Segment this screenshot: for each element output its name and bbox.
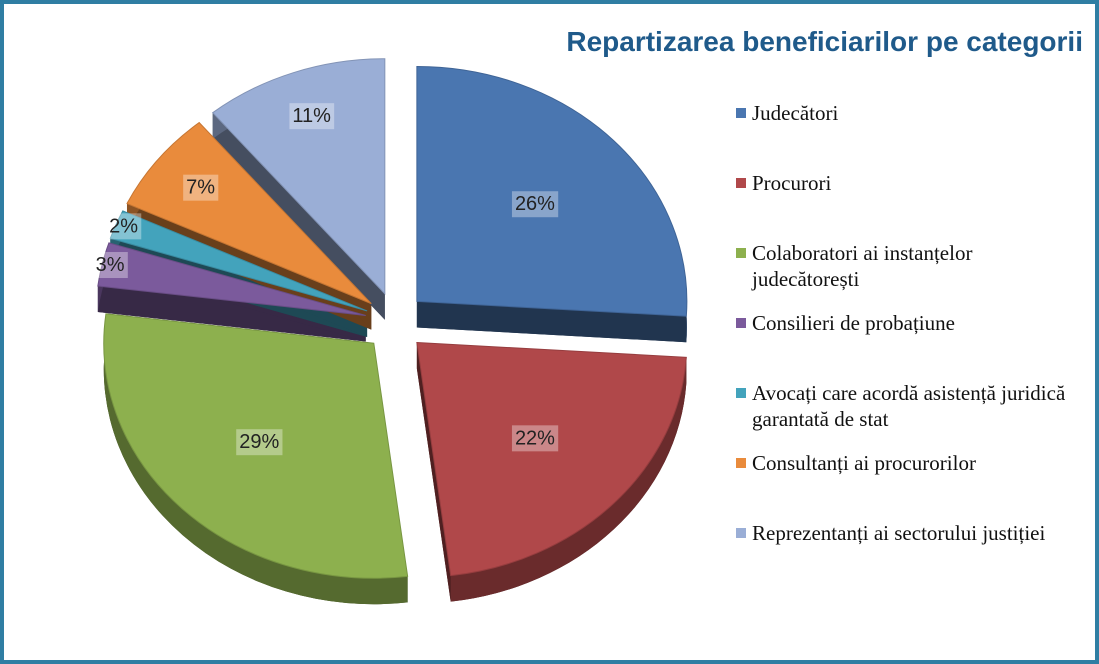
label-background <box>92 252 128 279</box>
label-background <box>183 174 219 201</box>
label-background <box>511 191 559 218</box>
data-label: 29% <box>239 431 279 453</box>
label-background <box>289 103 335 130</box>
slice-wall <box>212 112 385 320</box>
pie-slice <box>103 313 409 579</box>
legend-swatch <box>736 318 746 328</box>
legend-swatch <box>736 458 746 468</box>
legend-item: Judecători <box>736 100 1076 170</box>
legend-label: Reprezentanți ai sectorului justiției <box>752 521 1046 545</box>
slice-wall <box>416 301 687 343</box>
legend: Judecători Procurori Colaboratori ai insta… <box>736 100 1076 590</box>
pie-slice <box>126 121 372 305</box>
pie-slice <box>109 210 368 312</box>
legend-item: Consilieri de probațiune <box>736 310 1076 380</box>
legend-label: Avocați care acordă asistență juridică g… <box>752 381 1066 431</box>
legend-label: Colaboratori ai instanțelor judecătoreșt… <box>752 241 973 291</box>
slice-wall <box>97 286 366 342</box>
legend-item: Avocați care acordă asistență juridică g… <box>736 380 1076 450</box>
pie-slice <box>416 342 687 577</box>
slice-tops <box>97 58 688 579</box>
data-label: 2% <box>109 215 138 237</box>
legend-swatch <box>736 248 746 258</box>
legend-swatch <box>736 108 746 118</box>
legend-swatch <box>736 388 746 398</box>
slice-wall <box>416 342 451 602</box>
legend-swatch <box>736 528 746 538</box>
pie-slice <box>97 242 366 316</box>
label-background <box>106 213 142 240</box>
legend-label: Consilieri de probațiune <box>752 311 955 335</box>
label-background <box>236 429 283 456</box>
legend-label: Judecători <box>752 101 839 125</box>
data-label: 26% <box>515 193 555 215</box>
pie-slice <box>416 65 688 317</box>
data-label: 22% <box>515 427 555 449</box>
data-label: 11% <box>292 105 331 127</box>
legend-item: Procurori <box>736 170 1076 240</box>
legend-label: Consultanți ai procurorilor <box>752 451 976 475</box>
legend-label: Procurori <box>752 171 832 195</box>
pie-slice <box>211 58 386 296</box>
slice-rim <box>103 313 408 605</box>
slice-labels: 26% 22% 29% 3% 2% 7% 11% <box>92 103 559 456</box>
legend-item: Consultanți ai procurorilor <box>736 450 1076 520</box>
legend-swatch <box>736 178 746 188</box>
chart-title: Repartizarea beneficiarilor pe categorii <box>566 26 1083 57</box>
data-label: 3% <box>96 254 125 276</box>
data-label: 7% <box>186 177 215 199</box>
label-background <box>511 425 559 452</box>
legend-item: Reprezentanți ai sectorului justiției <box>736 520 1076 590</box>
legend-item: Colaboratori ai instanțelor judecătoreșt… <box>736 240 1076 310</box>
slice-rim <box>450 357 687 602</box>
